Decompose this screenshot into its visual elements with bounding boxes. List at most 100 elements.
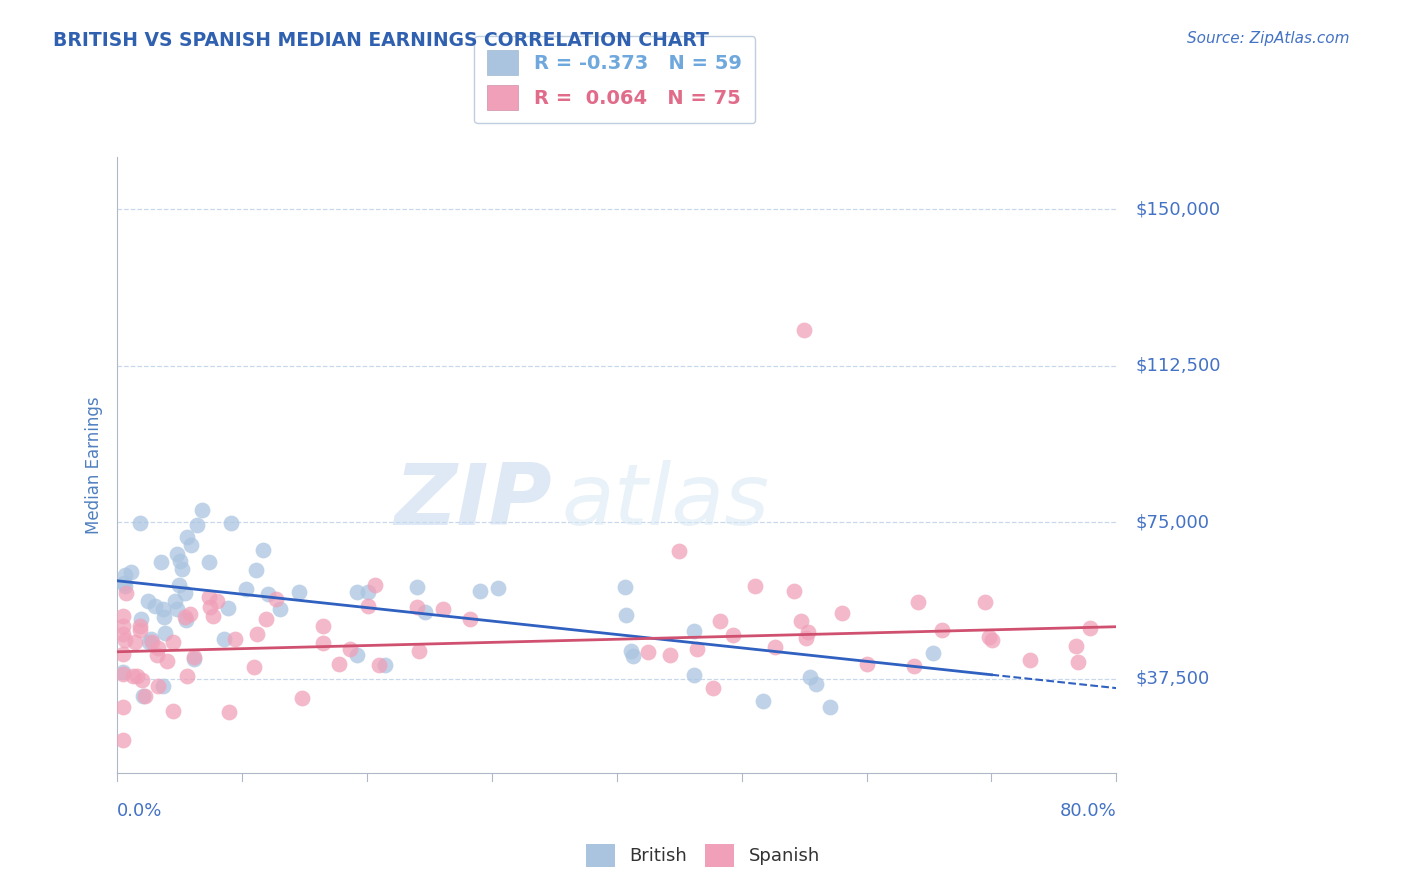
Point (312, 636, 335, 650)
Legend: British, Spanish: British, Spanish (579, 837, 827, 874)
Point (367, 658, 389, 673)
Point (112, 647, 135, 661)
Point (112, 732, 135, 747)
Text: $150,000: $150,000 (1135, 200, 1220, 219)
Text: BRITISH VS SPANISH MEDIAN EARNINGS CORRELATION CHART: BRITISH VS SPANISH MEDIAN EARNINGS CORRE… (53, 31, 709, 50)
Point (134, 690, 156, 704)
Point (252, 543, 274, 558)
Text: $112,500: $112,500 (1135, 357, 1220, 375)
Point (374, 657, 396, 672)
Point (977, 630, 1000, 644)
Point (246, 627, 269, 641)
Point (122, 669, 145, 683)
Point (167, 578, 190, 592)
Point (346, 648, 368, 662)
Point (659, 648, 682, 663)
Point (458, 612, 481, 626)
Point (173, 586, 195, 600)
Point (702, 681, 724, 696)
Point (257, 587, 280, 601)
Point (357, 599, 380, 613)
Point (179, 607, 201, 622)
Point (339, 642, 361, 657)
Point (357, 584, 380, 599)
Point (797, 625, 820, 640)
Text: Source: ZipAtlas.com: Source: ZipAtlas.com (1187, 31, 1350, 46)
Point (686, 642, 709, 657)
Point (191, 503, 214, 517)
Point (112, 608, 135, 623)
Point (212, 632, 235, 646)
Point (831, 606, 853, 620)
Point (162, 704, 184, 718)
Point (794, 631, 817, 645)
Point (288, 585, 311, 599)
Point (131, 673, 153, 687)
Point (328, 657, 350, 671)
Point (413, 605, 436, 619)
Point (931, 624, 953, 638)
Point (269, 602, 291, 616)
Point (245, 563, 267, 577)
Point (129, 624, 152, 638)
Point (783, 584, 806, 599)
Point (1078, 621, 1101, 635)
Text: ZIP: ZIP (394, 460, 551, 543)
Point (235, 582, 257, 596)
Point (112, 699, 135, 714)
Point (922, 646, 945, 660)
Point (637, 645, 659, 659)
Point (613, 580, 636, 594)
Point (114, 579, 136, 593)
Point (183, 651, 205, 665)
Point (312, 619, 335, 633)
Point (141, 632, 163, 646)
Point (744, 579, 766, 593)
Point (121, 565, 143, 579)
Point (183, 649, 205, 664)
Point (974, 595, 997, 609)
Point (219, 516, 242, 531)
Point (112, 665, 135, 679)
Point (818, 699, 841, 714)
Point (180, 538, 202, 552)
Point (148, 680, 170, 694)
Point (682, 624, 704, 639)
Point (804, 677, 827, 691)
Point (242, 659, 264, 673)
Point (129, 516, 152, 531)
Point (176, 669, 198, 683)
Point (166, 547, 188, 561)
Point (149, 555, 172, 569)
Text: atlas: atlas (562, 460, 770, 543)
Point (763, 640, 786, 655)
Point (132, 689, 155, 703)
Point (668, 543, 690, 558)
Point (198, 599, 221, 614)
Point (169, 554, 191, 568)
Point (152, 601, 174, 615)
Y-axis label: Median Earnings: Median Earnings (86, 396, 103, 533)
Point (217, 601, 239, 615)
Point (346, 584, 368, 599)
Point (115, 585, 138, 599)
Point (163, 594, 186, 608)
Point (721, 628, 744, 642)
Point (156, 654, 179, 668)
Point (201, 609, 224, 624)
Point (799, 670, 821, 684)
Point (254, 613, 277, 627)
Point (290, 691, 312, 706)
Point (145, 648, 167, 662)
Point (152, 679, 174, 693)
Point (153, 626, 176, 640)
Text: $37,500: $37,500 (1135, 670, 1209, 688)
Point (186, 518, 208, 533)
Point (138, 635, 160, 649)
Point (218, 705, 240, 719)
Point (112, 576, 135, 591)
Point (709, 614, 731, 628)
Point (198, 591, 221, 605)
Point (176, 530, 198, 544)
Point (114, 632, 136, 647)
